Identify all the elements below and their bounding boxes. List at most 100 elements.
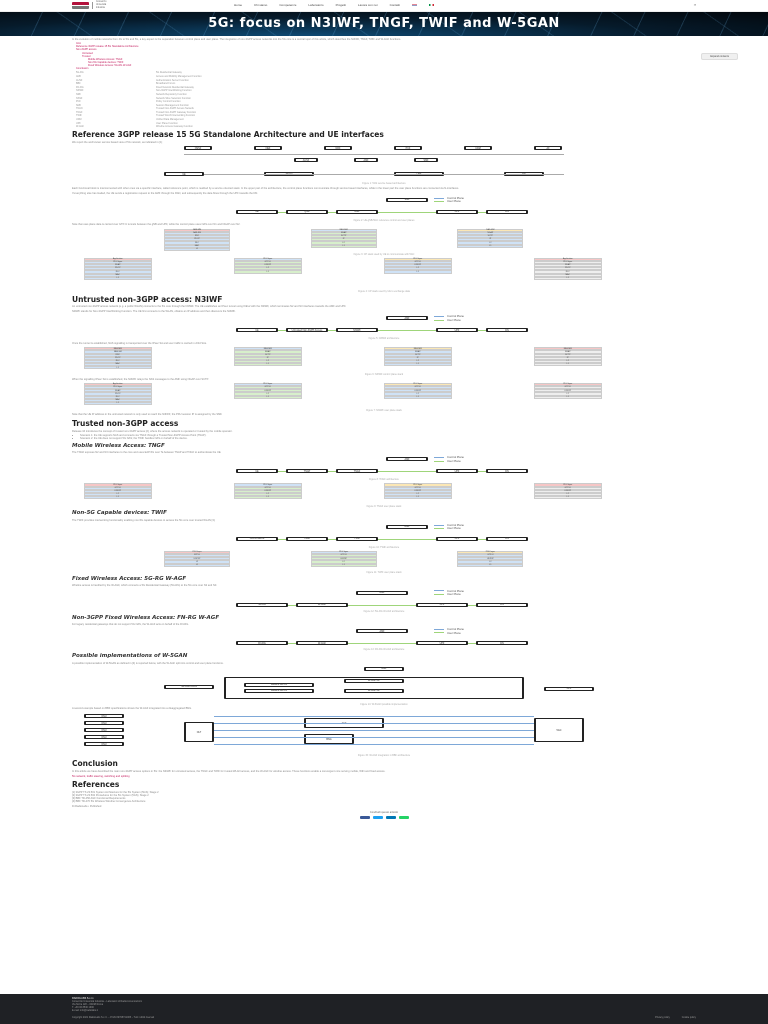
logo-subtitle: Consorzio Università Industria [96, 1, 107, 9]
toc-item[interactable]: Non-3GPP access [76, 48, 97, 52]
diagram-connector [214, 744, 534, 746]
toc-item[interactable]: Fixed Wireless Access: 5G-RG W-AGF [88, 64, 132, 68]
figure-ue-gnb-5gc: UE gNB AMF SMF UPF DN Control Plane User Plane [234, 196, 534, 217]
reference-item[interactable]: [2] 3GPP TS 23.502 Procedures for the 5G… [72, 793, 149, 797]
flag-en-icon[interactable] [411, 3, 417, 7]
figure-n3iwf-architecture: UE Untrusted Non-3GPP Access N3IWF AMF UPF DN… [234, 314, 534, 335]
footer: RADIOLABS S.c.r.l. Consorzio Università … [0, 994, 768, 1024]
diagram-node: DN [486, 328, 528, 333]
section-paragraph: The TNGF exposes N2 and N3 interfaces to… [72, 451, 222, 455]
protocol-stack: PDU layer GTP-U UDP/IP L2 L1 [234, 257, 302, 274]
protocol-stack: NAS-MM NGAP SCTP IP L2 L1 [310, 228, 377, 248]
diagram-node: 5G-RG [236, 602, 288, 607]
protocol-stack: PDU layer GTP-U UDP/IP L2 L1 [384, 382, 452, 399]
section-paragraph: In this article we have described the ma… [72, 770, 386, 774]
protocol-stack: NAS-MM NAS-SM RRC PDCP RLC MAC L1 [84, 347, 152, 370]
figure-twif-architecture: N5CW device TNAP TWIF AMF UPF DN Control Plane… [234, 523, 534, 544]
diagram-node: NEF [254, 146, 282, 151]
figure-tngf-architecture: UE TNAP TNGF AMF UPF DN Control Plane User Plan… [234, 455, 534, 476]
diagram-node: Wireline AN-UP [244, 682, 314, 687]
diagram-node: DN [476, 602, 528, 607]
reference-item[interactable]: [3] BBF TR-456 AGF Functional Requiremen… [72, 797, 126, 801]
reference-item[interactable]: [4] BBF TR-470 5G Wireless Wireline Conv… [72, 800, 146, 804]
toc-item[interactable]: Untrusted [82, 51, 93, 55]
abbr-definition: Fixed Network Residential Gateway [156, 85, 194, 89]
nav-projects[interactable]: Progetti [335, 2, 346, 7]
diagram-connector [244, 471, 524, 473]
diagram-node: PCF [394, 146, 422, 151]
figure-caption: Figure 13: FN-RG W-AGF architecture [363, 648, 405, 652]
figure-n3iwf-cp-stack: NAS-MM NAS-SM RRC PDCP RLC MAC L1 NAS-MM NGAP SCT… [84, 347, 684, 371]
figure-w5gan-implementation: AMF W-AGF-CP W-AGF-UP UPF Wireline AN-UP Wire… [164, 666, 604, 701]
nav-competences[interactable]: Competenze [279, 2, 297, 7]
section-paragraph: We report the well known service based v… [72, 141, 163, 145]
protocol-stack: PDU layer GTP-U UDP/IP L2 L1 [534, 483, 602, 500]
figure-twif-up-stack: PDU layer GTP-U UDP/IP L2 L1 PDU layer GTP-U UD… [164, 550, 604, 569]
figure-caption: Figure 14: W-5GAN possible implementatio… [360, 702, 408, 706]
diagram-node: OLT [184, 722, 214, 743]
nav-contacts[interactable]: Contatti [389, 2, 400, 7]
abbr-definition: Wireline Access Gateway Function [156, 125, 193, 129]
diagram-node: AMF [354, 158, 378, 163]
diagram-legend: Control Plane User Plane [434, 523, 464, 531]
page-title: 5G: focus on N3IWF, TNGF, TWIF and W-5GA… [208, 15, 560, 31]
section-heading: References [72, 780, 120, 790]
cookie-policy-link[interactable]: Cookie policy [681, 1016, 696, 1019]
diagram-connector [244, 211, 524, 213]
footer-address: Consorzio Università Industria – Laborat… [72, 1000, 142, 1003]
diagram-legend: Control Plane User Plane [434, 196, 464, 204]
protocol-stack: NAS-MM NGAP SCTP IP L2 L1 [457, 228, 524, 248]
list-item: Scenario 1: the UE supports NAS and conn… [80, 434, 696, 437]
nav-about[interactable]: Chi siamo [254, 2, 268, 7]
toc-item[interactable]: Reference 3GPP release 15 5G Standalone … [76, 45, 139, 49]
section-paragraph: An untrusted non-3GPP access network (e.… [72, 305, 347, 309]
abbr-term: AMF [76, 74, 82, 78]
toc-item[interactable]: Conclusion [76, 67, 89, 71]
diagram-node: AMF [364, 666, 404, 671]
nav-careers[interactable]: Lavora con noi [357, 2, 378, 7]
abbr-definition: User Plane Function [156, 121, 178, 125]
logo[interactable]: Consorzio Università Industria [72, 1, 162, 10]
diagram-node: AMF [386, 524, 428, 529]
subsection-heading: Mobile Wireless Access: TNGF [72, 442, 165, 449]
abbr-term: BBF [76, 82, 81, 86]
subsection-heading: Possible implementations of W-5GAN [72, 653, 188, 660]
flag-it-icon[interactable] [428, 3, 434, 7]
article: Expand contents In the evolution of mobi… [0, 38, 768, 819]
diagram-node: N3IWF [336, 328, 378, 333]
reference-item[interactable]: [1] 3GPP TS 23.501 System Architecture f… [72, 790, 159, 794]
figure-caption: Figure 1: 5GS service based architecture [362, 182, 406, 186]
facebook-share-icon[interactable] [359, 815, 370, 819]
author-line: Di RadioLabs • Published [72, 805, 102, 809]
diagram-node: Untrusted Non-3GPP Access [286, 328, 328, 333]
intro-paragraph: In the evolution of mobile networks from… [72, 37, 402, 41]
diagram-node: UPF [436, 536, 478, 541]
privacy-policy-link[interactable]: Privacy policy [655, 1016, 670, 1019]
nav-laboratory[interactable]: Laboratorio [308, 2, 324, 7]
diagram-node: UPF [436, 328, 478, 333]
toc-item[interactable]: Intro [76, 42, 82, 46]
section-paragraph: When the signalling IPsec SA is establis… [72, 377, 209, 381]
diagram-node: DN [486, 209, 528, 214]
toc-item[interactable]: Trusted [82, 54, 91, 58]
linkedin-share-icon[interactable] [385, 815, 396, 819]
figure-n3iwf-up-stack: Application PDU layer SDAP PDCP RLC MAC L1 PDU … [84, 382, 684, 407]
abbr-term: TNGF [76, 110, 83, 114]
twitter-share-icon[interactable] [372, 815, 383, 819]
diagram-node: UDM [464, 146, 492, 151]
nav-home[interactable]: Home [234, 2, 243, 7]
toc-item[interactable]: Mobile Wireless Access: TNGF [88, 57, 123, 61]
copyright: Copyright 2021 RadioLabs S.c.r.l. – P.IV… [72, 1016, 155, 1019]
figure-caption: Figure 15: W-AGF integration in BBF arch… [357, 754, 411, 758]
language-selector[interactable]: IT [693, 3, 696, 7]
top-navigation-bar: Consorzio Università Industria Home Chi … [0, 0, 768, 12]
abbr-term: TWIF [76, 114, 82, 118]
diagram-node: ONU [84, 728, 124, 733]
footer-email-link[interactable]: info@radiolabs.it [80, 1009, 98, 1012]
figure-up-stack: Application PDU layer SDAP PDCP RLC MAC L1 PDU … [84, 257, 684, 288]
whatsapp-share-icon[interactable] [398, 815, 409, 819]
diagram-node: SMF [386, 197, 428, 202]
expand-contents-button[interactable]: Expand contents [701, 52, 738, 60]
toc-item[interactable]: Non-5G Capable devices: TWIF [88, 60, 124, 64]
related-article-link[interactable]: 5G network, traffic steering, switching … [72, 775, 130, 779]
